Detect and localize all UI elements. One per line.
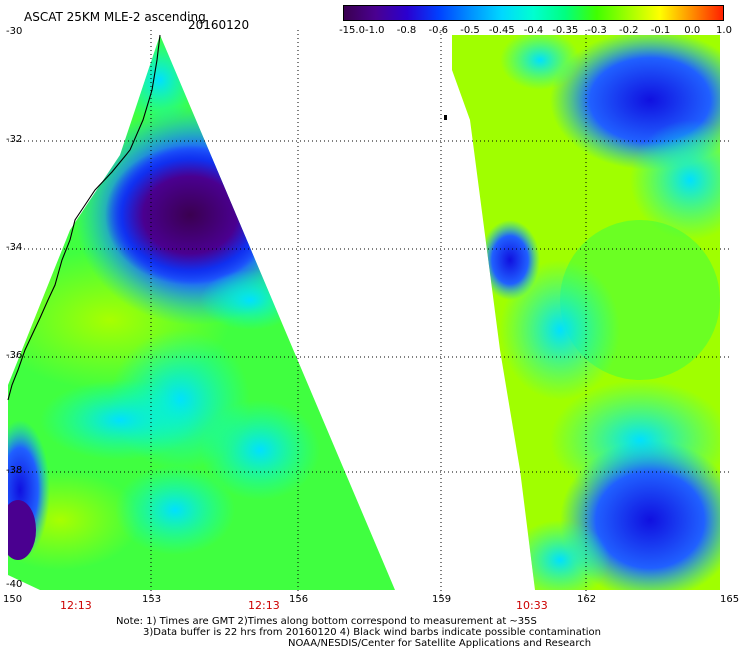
colorbar-tick-label: -0.45 xyxy=(488,25,515,36)
colorbar xyxy=(343,5,724,21)
pass-time: 10:33 xyxy=(516,599,548,612)
pass-time: 12:13 xyxy=(248,599,280,612)
note-line-2: 3)Data buffer is 22 hrs from 20160120 4)… xyxy=(143,627,601,638)
colorbar-tick-label: -0.1 xyxy=(650,25,671,36)
coastline xyxy=(7,34,161,401)
colorbar-tick-label: -0.8 xyxy=(396,25,417,36)
lat-label: -36 xyxy=(6,350,23,361)
note-line-1: Note: 1) Times are GMT 2)Times along bot… xyxy=(116,616,537,627)
lat-label: -38 xyxy=(6,465,23,476)
lon-label: 150 xyxy=(3,594,23,605)
colorbar-tick-label: 1.0 xyxy=(716,25,732,36)
colorbar-tick-label: -0.2 xyxy=(618,25,639,36)
chart-date: 20160120 xyxy=(188,18,250,32)
chart-title: ASCAT 25KM MLE-2 ascending xyxy=(24,10,206,24)
lat-label: -32 xyxy=(6,134,23,145)
right-swath xyxy=(452,35,720,590)
colorbar-tick-label: 0.0 xyxy=(684,25,701,36)
colorbar-tick-label: -0.35 xyxy=(552,25,579,36)
lat-label: -34 xyxy=(6,242,23,253)
left-swath xyxy=(8,35,395,590)
colorbar-tick-label: -0.5 xyxy=(460,25,480,36)
colorbar-tick-label: -15.0 xyxy=(339,25,365,36)
lon-label: 162 xyxy=(577,594,597,605)
colorbar-tick-label: -0.3 xyxy=(587,25,607,36)
lat-label: -40 xyxy=(6,579,23,590)
graticule xyxy=(8,30,730,595)
colorbar-tick-label: -1.0 xyxy=(364,25,385,36)
colorbar-tick-label: -0.4 xyxy=(523,25,544,36)
lon-label: 153 xyxy=(142,594,162,605)
lon-label: 159 xyxy=(432,594,452,605)
lon-label: 156 xyxy=(289,594,309,605)
note-line-3: NOAA/NESDIS/Center for Satellite Applica… xyxy=(288,638,592,649)
colorbar-tick-label: -0.6 xyxy=(428,25,449,36)
lat-label: -30 xyxy=(6,26,23,37)
pass-time: 12:13 xyxy=(60,599,92,612)
lon-label: 165 xyxy=(720,594,740,605)
